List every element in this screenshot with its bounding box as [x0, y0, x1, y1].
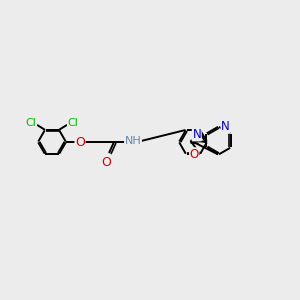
Text: N: N: [221, 120, 230, 133]
Text: N: N: [192, 128, 201, 141]
Text: O: O: [75, 136, 85, 148]
Text: O: O: [190, 148, 199, 161]
Text: Cl: Cl: [68, 118, 78, 128]
Text: O: O: [101, 155, 111, 169]
Text: Cl: Cl: [26, 118, 36, 128]
Text: NH: NH: [124, 136, 141, 146]
